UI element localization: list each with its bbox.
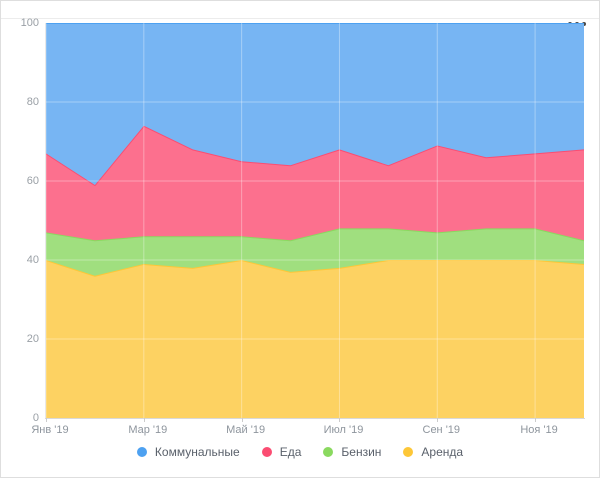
- legend-dot-icon: [323, 447, 334, 457]
- y-tick-label-40: 40: [26, 254, 39, 266]
- legend-item-label: Коммунальные: [154, 445, 240, 459]
- y-tick-label-100: 100: [20, 17, 39, 29]
- menu-dot: [582, 22, 586, 26]
- x-tick-label: Мар '19: [128, 424, 168, 436]
- x-tick-mark: [46, 418, 47, 422]
- x-tick-label: Ноя '19: [520, 424, 558, 436]
- y-axis-line: [45, 23, 46, 418]
- x-tick-mark: [241, 418, 243, 422]
- legend-item-Бензин[interactable]: Бензин: [323, 445, 381, 459]
- x-tick-mark: [535, 418, 537, 422]
- x-tick-mark: [437, 418, 439, 422]
- x-tick-mark: [143, 418, 145, 422]
- legend-item-Коммунальные[interactable]: Коммунальные: [136, 445, 240, 459]
- series-area-Аренда: [46, 260, 584, 418]
- legend-item-label: Бензин: [341, 445, 382, 459]
- legend-dot-icon: [261, 447, 272, 457]
- legend-item-Аренда[interactable]: Аренда: [403, 445, 463, 459]
- y-axis-labels: 0 20 40 60 80 100: [1, 1, 39, 477]
- legend-item-Еда[interactable]: Еда: [261, 445, 302, 459]
- stacked-area-plot: [46, 23, 584, 418]
- chart-legend: Коммунальные Еда Бензин Аренда: [1, 445, 599, 459]
- y-tick-label-0: 0: [32, 412, 39, 424]
- y-tick-label-20: 20: [26, 333, 39, 345]
- legend-dot-icon: [403, 447, 414, 457]
- series-area-Коммунальные: [46, 23, 584, 185]
- legend-dot-icon: [136, 447, 147, 457]
- series-area-Бензин: [46, 228, 584, 276]
- x-axis-line: [45, 418, 585, 419]
- legend-item-label: Аренда: [421, 445, 464, 459]
- y-tick-label-80: 80: [26, 96, 39, 108]
- x-tick-label: Май '19: [226, 424, 266, 436]
- x-tick-label: Янв '19: [31, 424, 69, 436]
- legend-item-label: Еда: [279, 445, 302, 459]
- x-tick-mark: [339, 418, 341, 422]
- panel-top-divider: [1, 18, 599, 19]
- y-tick-label-60: 60: [26, 175, 39, 187]
- series-area-Еда: [46, 125, 584, 241]
- x-tick-label: Июл '19: [323, 424, 364, 436]
- x-tick-label: Сен '19: [422, 424, 461, 436]
